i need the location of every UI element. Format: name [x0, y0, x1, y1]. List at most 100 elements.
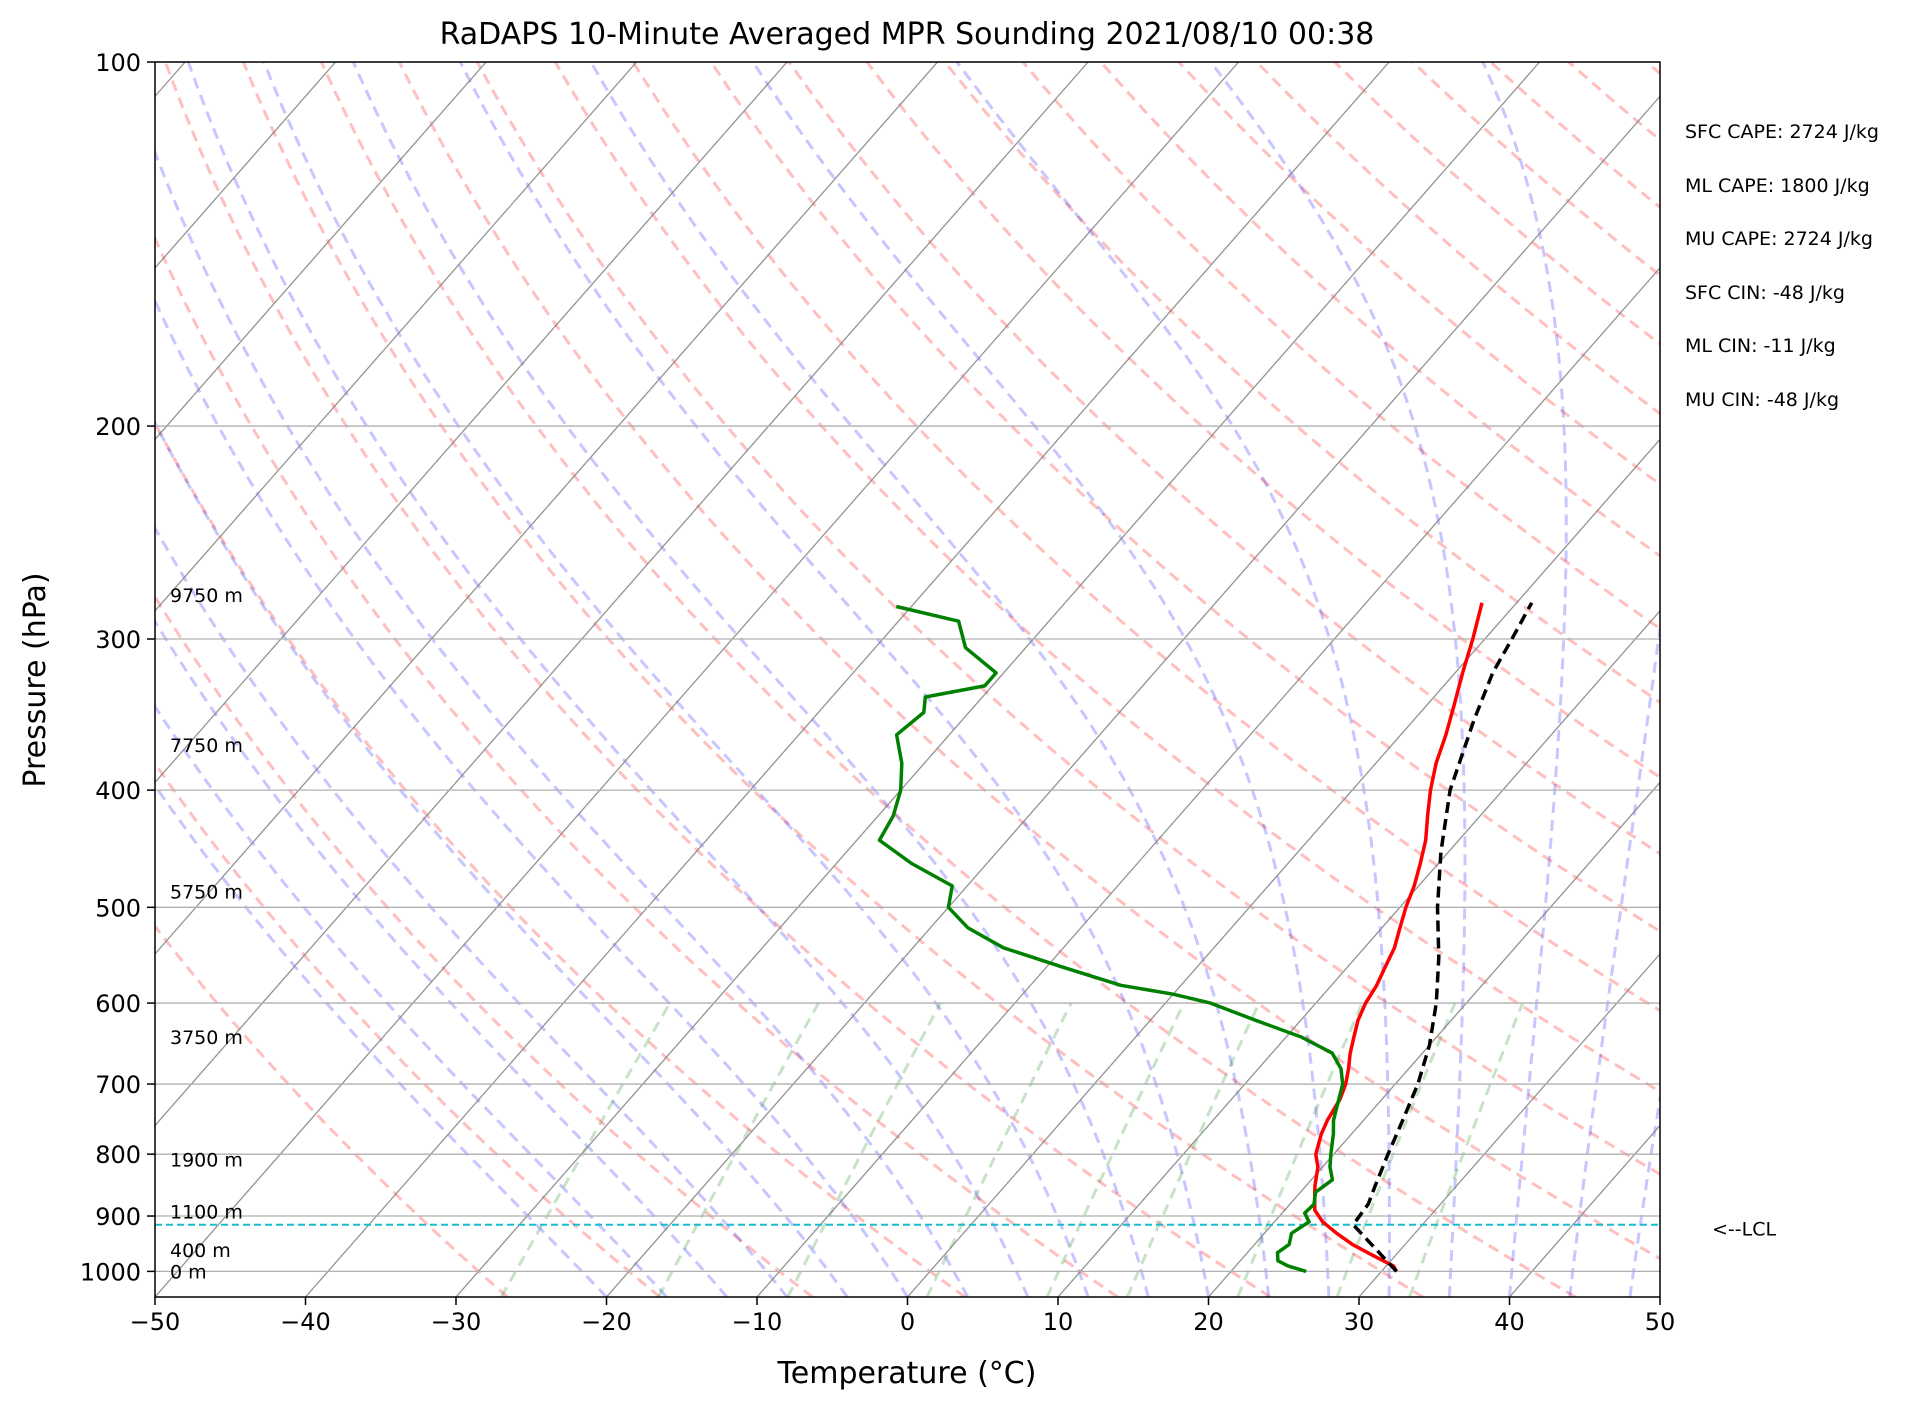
mixing-ratio-line: [1045, 1002, 1186, 1297]
lcl-label: <--LCL: [1712, 1219, 1776, 1241]
isotherm: [756, 266, 1660, 1297]
y-tick-label: 800: [95, 1141, 141, 1169]
height-label: 0 m: [170, 1261, 207, 1283]
y-tick-label: 700: [95, 1071, 141, 1099]
y-tick-label: 1000: [80, 1258, 141, 1286]
isotherm: [1208, 781, 1660, 1297]
isotherm: [155, 62, 939, 955]
height-label: 9750 m: [170, 585, 243, 607]
moist-adiabat: [351, 62, 1150, 1297]
mixing-ratio-line: [925, 1002, 1073, 1297]
stat-mu-cape: MU CAPE: 2724 J/kg: [1685, 228, 1873, 250]
background-lines: [155, 62, 1660, 1297]
height-label: 5750 m: [170, 881, 243, 903]
dry-adiabat: [155, 594, 814, 1297]
x-tick-label: −40: [280, 1308, 331, 1336]
moist-adiabat: [458, 62, 1210, 1297]
mixing-ratio-line: [786, 1002, 942, 1297]
moist-adiabat: [589, 62, 1271, 1297]
isotherm: [155, 62, 487, 441]
isotherm: [155, 62, 1089, 1127]
moist-adiabat: [262, 62, 1090, 1297]
x-tick-label: 10: [1043, 1308, 1074, 1336]
x-tick-label: 30: [1344, 1308, 1375, 1336]
moist-adiabat: [1209, 62, 1467, 1297]
stat-mu-cin: MU CIN: -48 J/kg: [1685, 388, 1840, 411]
y-tick-label: 500: [95, 894, 141, 922]
height-label: 1100 m: [170, 1201, 243, 1223]
data-series: [155, 601, 1660, 1274]
dry-adiabat: [631, 62, 1660, 1013]
isotherm: [155, 62, 788, 784]
dry-adiabat: [865, 62, 1660, 780]
mixing-ratio-line: [657, 1002, 820, 1297]
moist-adiabat: [155, 297, 909, 1297]
dry-adiabat: [787, 62, 1660, 856]
plot-frame: [154, 61, 1661, 1298]
x-tick-label: −50: [130, 1308, 181, 1336]
isotherm: [1358, 952, 1660, 1297]
stats-panel: SFC CAPE: 2724 J/kg ML CAPE: 1800 J/kg M…: [1685, 106, 1879, 427]
y-tick-label: 600: [95, 990, 141, 1018]
mixing-ratio-line: [1125, 1002, 1261, 1297]
dry-adiabat: [397, 62, 1660, 1261]
dry-adiabat: [155, 760, 661, 1297]
isotherm: [305, 62, 1390, 1297]
dry-adiabat: [1021, 62, 1660, 631]
isotherm: [1057, 609, 1660, 1297]
temperature-line: [1312, 602, 1484, 1273]
mixing-ratio-line: [1236, 1002, 1364, 1297]
chart-title: RaDAPS 10-Minute Averaged MPR Sounding 2…: [440, 17, 1375, 52]
height-label: 1900 m: [170, 1149, 243, 1171]
y-axis-label: Pressure (hPa): [18, 572, 53, 787]
x-tick-label: 50: [1645, 1308, 1676, 1336]
stat-sfc-cin: SFC CIN: -48 J/kg: [1685, 281, 1845, 304]
moist-adiabat: [155, 704, 668, 1297]
x-tick-label: 20: [1193, 1308, 1224, 1336]
stat-ml-cape: ML CAPE: 1800 J/kg: [1685, 174, 1870, 197]
x-tick-label: −10: [732, 1308, 783, 1336]
x-tick-label: 0: [900, 1308, 915, 1336]
isotherm: [907, 438, 1660, 1297]
moist-adiabat: [155, 419, 849, 1297]
dry-adiabat: [475, 62, 1660, 1176]
mixing-ratio-line: [1335, 1002, 1457, 1297]
moist-adiabat: [155, 618, 729, 1297]
moist-adiabat: [1568, 617, 1660, 1297]
height-label: 3750 m: [170, 1027, 243, 1049]
stat-sfc-cape: SFC CAPE: 2724 J/kg: [1685, 121, 1879, 143]
height-label: 7750 m: [170, 735, 243, 757]
mixing-ratio-line: [1408, 1002, 1524, 1297]
isotherm: [155, 62, 1240, 1297]
height-label: 400 m: [170, 1240, 231, 1262]
isotherm: [606, 95, 1660, 1297]
moist-adiabat: [155, 148, 970, 1297]
x-tick-label: −20: [581, 1308, 632, 1336]
moist-adiabat: [955, 62, 1391, 1297]
x-axis-label: Temperature (°C): [777, 1356, 1037, 1391]
dry-adiabat: [242, 62, 1424, 1297]
pressure-grid: [155, 62, 1660, 1273]
y-tick-label: 300: [95, 626, 141, 654]
moist-adiabat: [186, 62, 1030, 1297]
y-tick-label: 400: [95, 777, 141, 805]
stat-ml-cin: ML CIN: -11 J/kg: [1685, 335, 1836, 357]
moist-adiabat: [155, 783, 608, 1297]
mixing-ratio-line: [499, 1002, 672, 1297]
moist-adiabat: [155, 525, 789, 1297]
dry-adiabat: [163, 62, 1272, 1297]
parcel-line: [1351, 601, 1534, 1273]
y-tick-label: 200: [95, 413, 141, 441]
x-tick-label: 40: [1494, 1308, 1525, 1336]
x-tick-label: −30: [431, 1308, 482, 1336]
dry-adiabat: [319, 62, 1577, 1297]
dry-adiabat: [155, 923, 509, 1297]
isotherm: [155, 62, 638, 612]
moist-adiabat: [1481, 62, 1568, 1297]
dewpoint-line: [877, 604, 1345, 1274]
dry-adiabat: [155, 234, 1119, 1297]
y-tick-label: 900: [95, 1203, 141, 1231]
y-tick-label: 100: [95, 49, 141, 77]
